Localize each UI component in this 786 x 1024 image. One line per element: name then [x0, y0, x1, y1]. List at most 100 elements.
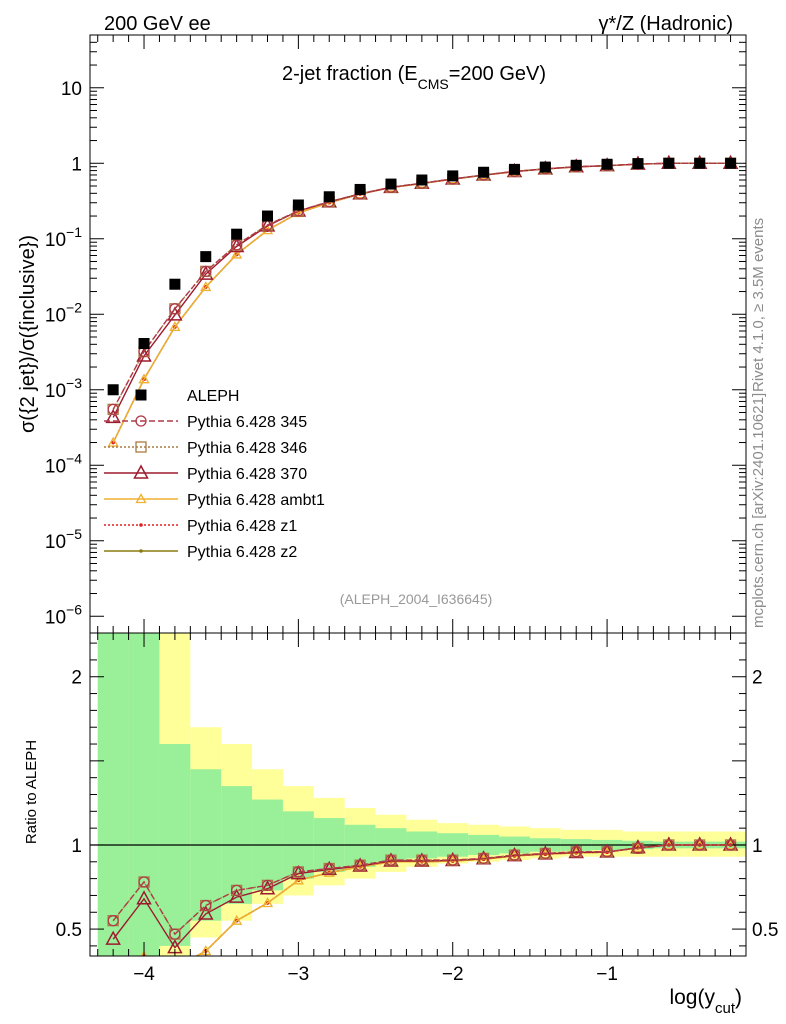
series-3-point [169, 321, 181, 332]
ratio-series-0-point [477, 852, 490, 865]
ratio-series-0-point [261, 879, 274, 891]
aleph-point [262, 210, 274, 222]
header-right: γ*/Z (Hadronic) [599, 13, 733, 35]
ratio-series-0-point [230, 884, 243, 897]
main-axes: 10−6 10−5 10−4 10−3 10−2 10−1 1 10 [45, 34, 746, 633]
aleph-point [200, 251, 212, 263]
ratio-series-0-point [107, 915, 119, 927]
aleph-point [416, 174, 428, 186]
ratio-series-2-point [136, 890, 152, 905]
legend-label-aleph: ALEPH [187, 388, 239, 405]
legend-marker-1 [135, 441, 147, 453]
aleph-point [539, 161, 551, 173]
legend-label-4: Pythia 6.428 z1 [187, 518, 297, 535]
aleph-point [231, 228, 243, 240]
ratio-series-0-point [663, 839, 675, 851]
ratio-ytick-label-right: 2 [752, 668, 763, 689]
aleph-point [323, 191, 335, 203]
aleph-point [169, 278, 181, 290]
ratio-series-0-point [570, 846, 582, 858]
legend: ALEPH Pythia 6.428 345 Pythia 6.428 346 Pyt… [104, 388, 325, 561]
series-2-point [228, 237, 245, 253]
ratio-series-2-point [630, 839, 646, 854]
legend-marker-aleph [135, 389, 147, 401]
ratio-series-0-point [323, 862, 335, 875]
ratio-bands [90, 633, 746, 956]
ratio-series-0-point [385, 854, 397, 866]
ratio-ytick-label-right: 0.5 [752, 920, 778, 941]
ratio-panel: −4 −3 −2 −1 0.5 0.5 1 1 2 2 Ratio to ALEPH log(yc… [23, 632, 778, 1017]
series-3-point [200, 281, 212, 292]
legend-marker-4 [139, 523, 143, 527]
main-series-group [105, 154, 739, 447]
ratio-series-0-point [354, 859, 366, 871]
legend-label-0: Pythia 6.428 345 [187, 414, 307, 431]
ratio-series-2-point [259, 880, 276, 895]
series-2-point [198, 265, 214, 280]
aleph-point [663, 157, 675, 169]
series-3-point [138, 373, 150, 384]
ratio-axes: −4 −3 −2 −1 0.5 0.5 1 1 2 2 [56, 633, 778, 985]
main-ylabel: σ({2 jet})/σ({inclusive}) [17, 235, 39, 433]
ratio-series-0-point [694, 839, 706, 851]
ratio-plot-area [105, 836, 739, 983]
aleph-point [385, 178, 397, 190]
series-0-point [200, 265, 212, 278]
legend-label-2: Pythia 6.428 370 [187, 466, 307, 483]
ratio-series-3-point [292, 874, 304, 885]
main-title: 2-jet fraction (ECMS=200 GeV) [282, 63, 546, 92]
main-ytick-label: 10−3 [45, 375, 82, 402]
aleph-point [107, 384, 119, 396]
series-0-point [107, 403, 119, 416]
xtick-label: −3 [288, 964, 310, 985]
ratio-band-group [90, 633, 746, 956]
ratio-ylabel: Ratio to ALEPH [23, 740, 40, 844]
main-ytick-label: 10−4 [45, 450, 82, 477]
ratio-series-0-point [632, 842, 644, 854]
main-ytick-label: 10−1 [45, 224, 82, 251]
legend-marker-2 [133, 464, 149, 479]
analysis-id: (ALEPH_2004_I636645) [340, 591, 493, 607]
aleph-point [138, 337, 150, 349]
ratio-ytick-label: 1 [71, 836, 82, 857]
main-ytick-label: 1 [71, 154, 82, 175]
legend-marker-3 [135, 493, 147, 504]
ratio-series-group [105, 836, 739, 983]
xtick-label: −4 [133, 964, 155, 985]
aleph-point [601, 158, 613, 170]
ratio-series-2-point [228, 888, 245, 903]
legend-label-1: Pythia 6.428 346 [187, 440, 307, 457]
ratio-series-0-point [169, 928, 181, 940]
rivet-label: Rivet 4.1.0, ≥ 3.5M events [750, 218, 767, 392]
aleph-point [694, 157, 706, 169]
series-2-point [259, 217, 276, 232]
ratio-series-0-point [539, 847, 551, 860]
ratio-series-3-point [261, 897, 274, 908]
ratio-series-2-point [198, 905, 214, 920]
ratio-series-4-point [173, 966, 177, 970]
main-ytick-label: 10 [61, 79, 82, 100]
mcplots-label: mcplots.cern.ch [arXiv:2401.10621] [750, 393, 767, 628]
main-panel: 10−6 10−5 10−4 10−3 10−2 10−1 1 10 2-jet fracti… [17, 34, 747, 634]
ratio-series-0-point [508, 849, 521, 861]
ratio-series-0-point [601, 846, 613, 858]
ratio-series-3-point [231, 914, 243, 925]
main-ytick-label: 10−2 [45, 299, 82, 326]
ratio-series-3-point [109, 975, 118, 983]
series-0-point [230, 239, 243, 251]
series-3-point [107, 436, 119, 447]
ratio-series-5-point [173, 966, 177, 970]
legend-marker-5 [139, 549, 143, 553]
ratio-series-4-point [111, 978, 115, 982]
aleph-point [508, 163, 520, 175]
aleph-point [354, 183, 366, 195]
ratio-series-0-point [292, 866, 305, 878]
ratio-series-0-point [416, 854, 428, 866]
xlabel: log(ycut) [669, 986, 742, 1017]
ratio-ytick-label: 0.5 [56, 920, 82, 941]
aleph-point [570, 159, 582, 171]
aleph-point [478, 166, 490, 178]
legend-label-3: Pythia 6.428 ambt1 [187, 492, 325, 509]
ratio-series-2-point [105, 930, 121, 945]
